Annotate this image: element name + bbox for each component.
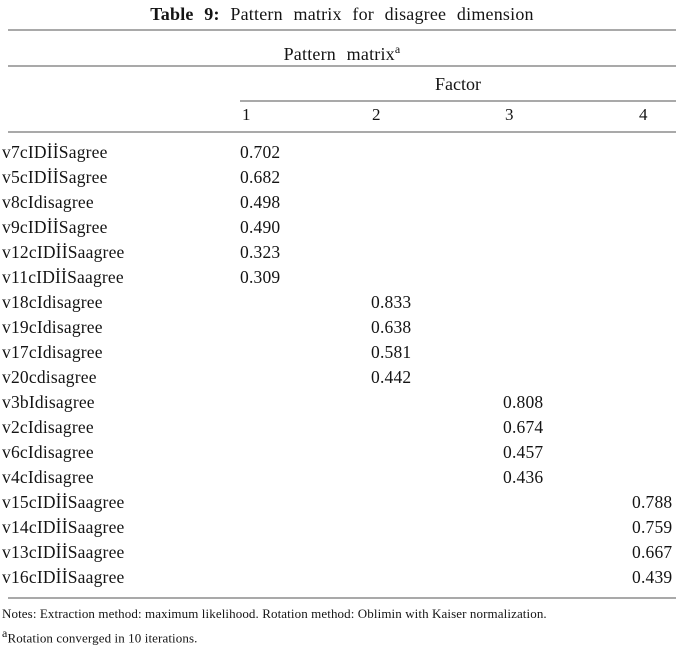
variable-label: v9cIDİİSagree [2, 217, 108, 237]
variable-label: v3bIdisagree [2, 392, 95, 412]
loading-value-factor-3: 0.436 [503, 467, 544, 487]
variable-label: v16cIDİİSaagree [2, 567, 125, 587]
loading-value-factor-3: 0.674 [503, 417, 544, 437]
table-title-text: Pattern matrix for disagree dimension [219, 4, 534, 24]
loading-value-factor-3: 0.457 [503, 442, 544, 462]
table-row: v16cIDİİSaagree 0.439 [0, 565, 684, 590]
table-row: v12cIDİİSaagree 0.323 [0, 240, 684, 265]
factor-column-headers: 1 2 3 4 [0, 104, 684, 129]
table-row: v8cIdisagree 0.498 [0, 190, 684, 215]
table-notes: Notes: Extraction method: maximum likeli… [2, 605, 680, 645]
rule-below-caption [8, 65, 676, 67]
variable-label: v15cIDİİSaagree [2, 492, 125, 512]
loading-value-factor-4: 0.439 [632, 567, 673, 587]
variable-label: v7cIDİİSagree [2, 142, 108, 162]
table-row: v20cdisagree 0.442 [0, 365, 684, 390]
loading-value-factor-1: 0.702 [240, 142, 281, 162]
variable-label: v14cIDİİSaagree [2, 517, 125, 537]
table-row: v19cIdisagree 0.638 [0, 315, 684, 340]
loading-value-factor-4: 0.788 [632, 492, 673, 512]
loading-value-factor-2: 0.833 [371, 292, 412, 312]
table-row: v15cIDİİSaagree 0.788 [0, 490, 684, 515]
variable-label: v11cIDİİSaagree [2, 267, 124, 287]
variable-label: v13cIDİİSaagree [2, 542, 125, 562]
rule-bottom [8, 597, 676, 599]
variable-label: v12cIDİİSaagree [2, 242, 125, 262]
loading-value-factor-4: 0.759 [632, 517, 673, 537]
factor-column-header-3: 3 [505, 105, 514, 124]
matrix-rows: v7cIDİİSagree 0.702 v5cIDİİSagree 0.682 … [0, 140, 684, 590]
table-row: v18cIdisagree 0.833 [0, 290, 684, 315]
table-row: v5cIDİİSagree 0.682 [0, 165, 684, 190]
rule-top [8, 29, 676, 31]
variable-label: v17cIdisagree [2, 342, 103, 362]
table-row: v7cIDİİSagree 0.702 [0, 140, 684, 165]
notes-line-1: Notes: Extraction method: maximum likeli… [2, 606, 547, 621]
factor-column-header-4: 4 [639, 105, 648, 124]
notes-footnote-marker: a [2, 625, 8, 640]
factor-column-header-1: 1 [242, 105, 251, 124]
table-title: Table 9: Pattern matrix for disagree dim… [0, 3, 684, 25]
variable-label: v18cIdisagree [2, 292, 103, 312]
loading-value-factor-3: 0.808 [503, 392, 544, 412]
factor-spanner-rule [240, 100, 676, 102]
loading-value-factor-2: 0.638 [371, 317, 412, 337]
table-row: v14cIDİİSaagree 0.759 [0, 515, 684, 540]
loading-value-factor-1: 0.682 [240, 167, 281, 187]
loading-value-factor-2: 0.581 [371, 342, 412, 362]
loading-value-factor-1: 0.309 [240, 267, 281, 287]
table-row: v6cIdisagree 0.457 [0, 440, 684, 465]
pattern-matrix-caption-text: Pattern matrix [283, 44, 395, 64]
factor-column-header-2: 2 [372, 105, 381, 124]
loading-value-factor-4: 0.667 [632, 542, 673, 562]
loading-value-factor-2: 0.442 [371, 367, 412, 387]
variable-label: v20cdisagree [2, 367, 97, 387]
table-row: v3bIdisagree 0.808 [0, 390, 684, 415]
table-row: v13cIDİİSaagree 0.667 [0, 540, 684, 565]
table-row: v9cIDİİSagree 0.490 [0, 215, 684, 240]
loading-value-factor-1: 0.323 [240, 242, 281, 262]
table-row: v4cIdisagree 0.436 [0, 465, 684, 490]
table-title-number: Table 9: [150, 4, 220, 24]
pattern-matrix-caption-footnote-marker: a [394, 42, 401, 56]
variable-label: v6cIdisagree [2, 442, 94, 462]
notes-line-2-text: Rotation converged in 10 iterations. [7, 629, 198, 645]
notes-line-2: aRotation converged in 10 iterations. [2, 624, 680, 645]
variable-label: v8cIdisagree [2, 192, 94, 212]
variable-label: v19cIdisagree [2, 317, 103, 337]
variable-label: v5cIDİİSagree [2, 167, 108, 187]
variable-label: v2cIdisagree [2, 417, 94, 437]
factor-spanner-label: Factor [435, 74, 481, 94]
table-row: v17cIdisagree 0.581 [0, 340, 684, 365]
variable-label: v4cIdisagree [2, 467, 94, 487]
loading-value-factor-1: 0.498 [240, 192, 281, 212]
loading-value-factor-1: 0.490 [240, 217, 281, 237]
pattern-matrix-caption: Pattern matrixa [0, 38, 684, 65]
rule-below-headers [8, 131, 676, 133]
table-row: v2cIdisagree 0.674 [0, 415, 684, 440]
table-row: v11cIDİİSaagree 0.309 [0, 265, 684, 290]
